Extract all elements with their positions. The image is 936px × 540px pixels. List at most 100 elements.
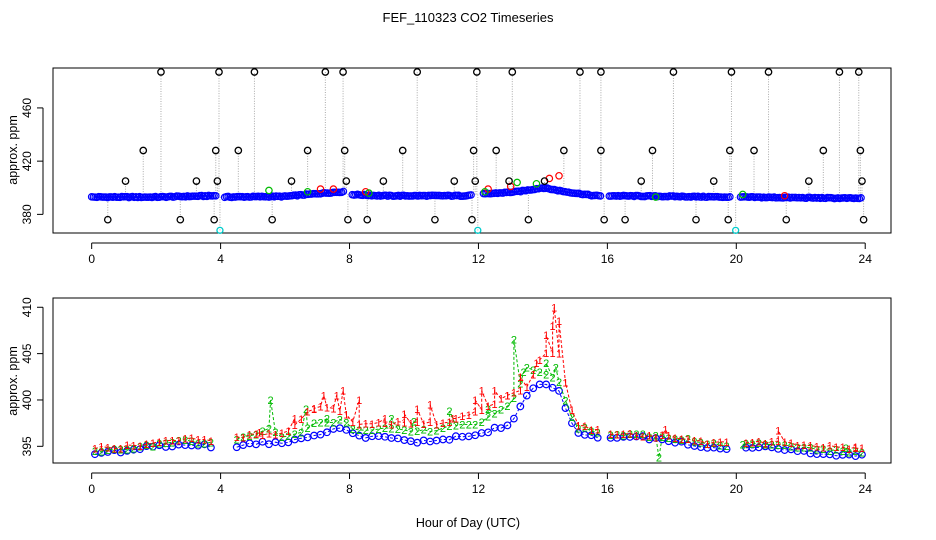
outlier-point (540, 177, 549, 185)
bottom-series-1-point: 1 (846, 444, 852, 456)
bottom-series-1-point: 1 (382, 418, 388, 430)
bottom-series-1-point: 1 (279, 428, 285, 440)
outlier-point (724, 215, 733, 224)
outlier-point (268, 215, 277, 224)
bottom-series-1-point: 1 (176, 435, 182, 447)
bottom-series-2-point: 2 (614, 429, 620, 441)
bottom-series-1-point: 1 (562, 378, 568, 390)
outlier-point (472, 68, 481, 76)
top-series-2-point (532, 179, 541, 188)
bottom-series-3-point (561, 404, 570, 412)
bottom-series-1-point: 1 (775, 436, 781, 448)
bottom-series-1-point: 1 (530, 370, 536, 382)
bottom-series-1-point: 1 (794, 441, 800, 453)
bottom-series-1-point: 1 (340, 386, 346, 398)
bottom-series-2-point: 2 (253, 429, 259, 441)
bottom-series-1-point: 1 (459, 411, 465, 423)
bottom-series-1-point: 1 (685, 434, 691, 446)
bottom-series-2-point: 2 (472, 419, 478, 431)
bottom-series-2-point: 2 (272, 427, 278, 439)
bottom-series-1-point: 1 (633, 430, 639, 442)
bottom-series-2-point: 2 (524, 363, 530, 375)
bottom-series-2-point: 2 (656, 452, 662, 464)
bottom-series-1-point: 1 (466, 410, 472, 422)
y-tick-label: 405 (20, 343, 34, 363)
outlier-point (709, 177, 718, 185)
bottom-series-3-point (529, 384, 538, 393)
outlier-point (508, 68, 517, 76)
bottom-series-2-point: 2 (646, 432, 652, 444)
bottom-series-1-point: 1 (511, 388, 517, 400)
x-tick-label: 20 (730, 252, 744, 266)
top-series-3-point (596, 192, 605, 200)
bottom-series-2-point: 2 (659, 432, 665, 444)
outlier-point (597, 68, 605, 76)
bottom-series-3-point (265, 440, 273, 449)
bottom-series-2-point: 2 (137, 441, 143, 453)
bottom-series-1-point: 1 (92, 444, 98, 456)
bottom-series-1-point: 1 (504, 390, 510, 402)
bottom-series-2-point: 2 (169, 437, 175, 449)
bottom-series-2-point: 2 (756, 438, 762, 450)
bottom-series-1-point: 1 (678, 434, 684, 446)
outlier-point (103, 215, 112, 224)
bottom-series-1-point: 1 (788, 438, 794, 450)
bottom-series-1-point: 1 (330, 403, 336, 415)
bottom-series-2-point: 2 (749, 439, 755, 451)
bottom-series-1-point: 1 (517, 386, 523, 398)
bottom-series-2-point: 2 (704, 439, 710, 451)
low-flag-point (731, 226, 740, 234)
bottom-series-1-point: 1 (427, 400, 433, 412)
bottom-series-2-point: 2 (666, 433, 672, 445)
top-series-2-point (365, 189, 373, 197)
bottom-series-1-point: 1 (543, 348, 549, 360)
top-series-1-point (329, 185, 338, 193)
bottom-series-1-point: 1 (440, 418, 446, 430)
bottom-series-1-point: 1 (782, 437, 788, 449)
bottom-series-2-point: 2 (408, 427, 414, 439)
bottom-series-2-point: 2 (685, 434, 691, 446)
outlier-point (287, 177, 296, 185)
bottom-series-2-point: 2 (556, 377, 562, 389)
outlier-point (431, 215, 439, 224)
x-tick-label: 0 (88, 252, 95, 266)
x-tick-label: 8 (346, 252, 353, 266)
bottom-series-2-point: 2 (678, 435, 684, 447)
outlier-point (321, 68, 330, 76)
low-flag-point (474, 226, 482, 234)
outlier-point (340, 146, 349, 155)
outlier-point (398, 146, 407, 155)
top-series-3-point (467, 191, 475, 199)
bottom-series-1-point: 1 (182, 434, 188, 446)
bottom-series-2-point: 2 (569, 412, 575, 424)
bottom-series-1-point: 1 (533, 358, 539, 370)
bottom-series-3-point (497, 424, 505, 433)
bottom-series-2-point: 2 (782, 440, 788, 452)
bottom-series-1-point: 1 (208, 436, 214, 448)
bottom-series-1-point: 1 (769, 437, 775, 449)
bottom-series-1-point: 1 (305, 407, 311, 419)
bottom-series-2-point: 2 (698, 437, 704, 449)
x-tick-label: 8 (346, 482, 353, 496)
bottom-series-2-point: 2 (337, 414, 343, 426)
bottom-series-3-point (348, 429, 357, 438)
bottom-series-2-point: 2 (118, 444, 124, 456)
outlier-point (192, 177, 201, 185)
outlier-point (469, 146, 478, 155)
bottom-series-2-point: 2 (208, 437, 214, 449)
bottom-series-1-point: 1 (820, 442, 826, 454)
x-tick-label: 16 (601, 482, 615, 496)
bottom-series-1-point: 1 (756, 436, 762, 448)
outlier-point (597, 146, 605, 155)
top-series-3-point (726, 193, 734, 201)
bottom-series-2-point: 2 (182, 435, 188, 447)
bottom-series-1-point: 1 (259, 430, 265, 442)
outlier-point (342, 177, 351, 185)
bottom-series-1-point: 1 (717, 437, 723, 449)
bottom-series-1-point: 1 (375, 418, 381, 430)
outlier-point (468, 215, 476, 224)
bottom-series-2-point: 2 (537, 367, 543, 379)
bottom-series-2-point: 2 (356, 425, 362, 437)
bottom-series-1-point: 1 (408, 418, 414, 430)
bottom-series-1-point: 1 (840, 442, 846, 454)
